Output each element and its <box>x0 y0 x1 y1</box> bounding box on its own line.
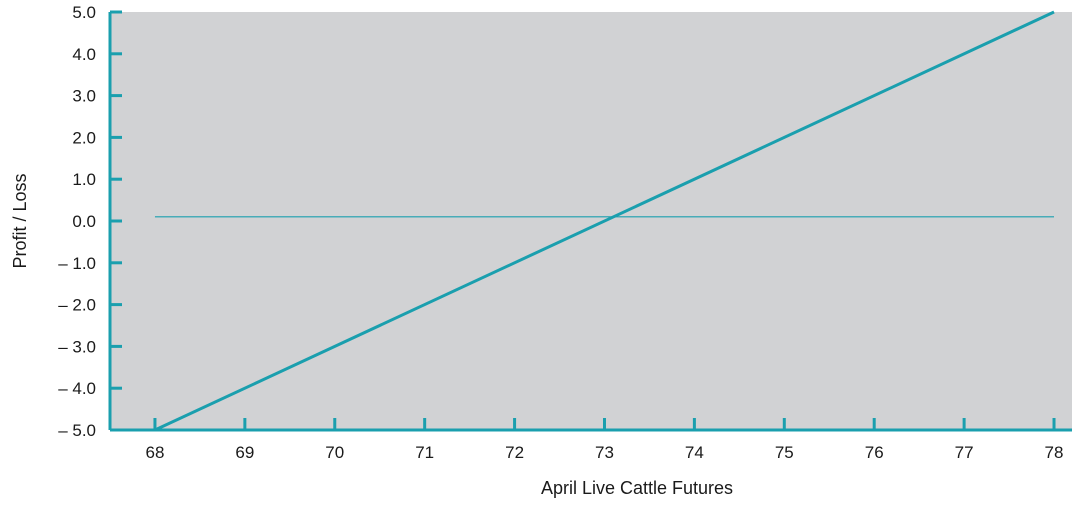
y-tick-label: – 5.0 <box>58 421 96 440</box>
x-tick-label: 69 <box>235 443 254 462</box>
x-tick-label: 72 <box>505 443 524 462</box>
y-tick-label: – 3.0 <box>58 337 96 356</box>
x-tick-label: 71 <box>415 443 434 462</box>
y-tick-label: 5.0 <box>72 3 96 22</box>
x-tick-label: 77 <box>955 443 974 462</box>
plot-area <box>110 12 1072 430</box>
x-axis-title: April Live Cattle Futures <box>541 478 733 498</box>
y-axis-ticks: 5.0 4.0 3.0 2.0 1.0 0.0 – 1.0 – 2.0 – 3.0 – 4.0 – … <box>58 3 122 440</box>
x-tick-label: 73 <box>595 443 614 462</box>
profit-loss-series-line <box>154 10 1055 432</box>
x-tick-label: 68 <box>145 443 164 462</box>
x-tick-label: 70 <box>325 443 344 462</box>
x-tick-label: 78 <box>1045 443 1064 462</box>
x-tick-label: 75 <box>775 443 794 462</box>
x-tick-label: 74 <box>685 443 704 462</box>
y-tick-label: – 4.0 <box>58 379 96 398</box>
y-tick-label: 1.0 <box>72 170 96 189</box>
y-tick-label: – 2.0 <box>58 296 96 315</box>
y-tick-label: 4.0 <box>72 45 96 64</box>
y-tick-label: 0.0 <box>72 212 96 231</box>
x-tick-label: 76 <box>865 443 884 462</box>
y-tick-label: – 1.0 <box>58 254 96 273</box>
y-axis-title: Profit / Loss <box>10 173 30 268</box>
y-tick-label: 3.0 <box>72 87 96 106</box>
x-axis-ticks: 68 69 70 71 72 73 74 75 76 77 78 <box>145 418 1063 462</box>
y-tick-label: 2.0 <box>72 128 96 147</box>
